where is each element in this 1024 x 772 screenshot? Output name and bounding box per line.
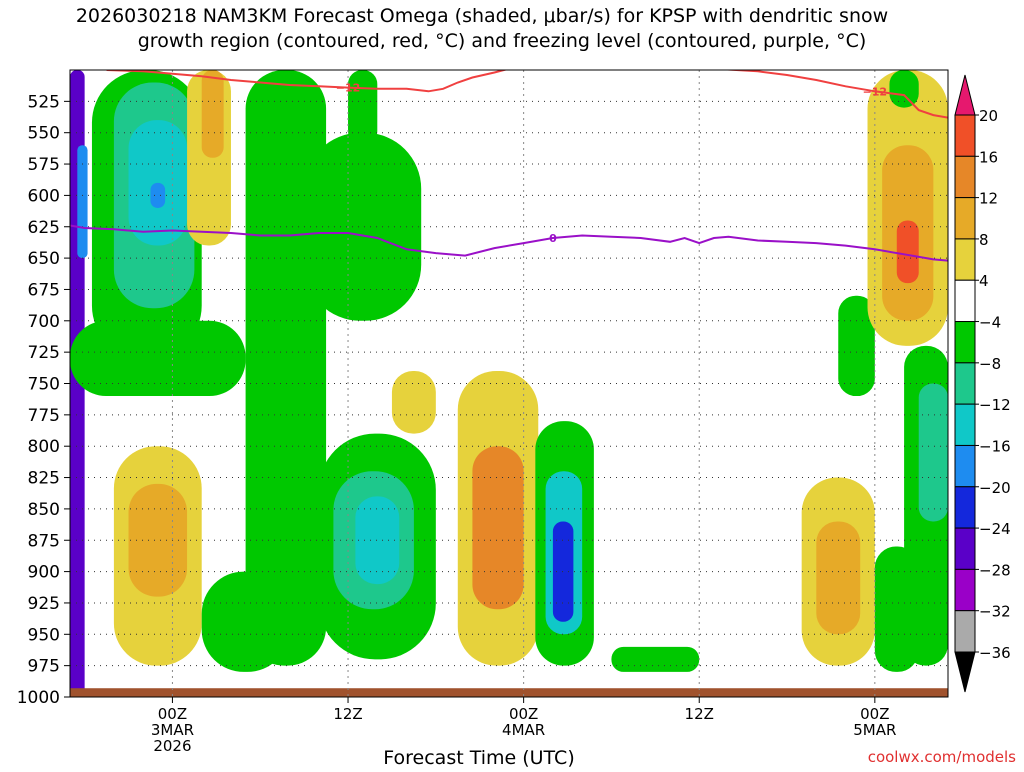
x-tick-label-30-0: 00Z: [509, 705, 538, 723]
omega-cell-26: [816, 521, 861, 635]
freezing-level-label-0: 0: [549, 232, 557, 245]
colorbar: 20 16 12 8 4 −4 −8 −12 −16 −20 −24 −28 −32 −36: [954, 74, 1011, 693]
omega-cell-14: [201, 571, 290, 672]
dgz-minus-12-label-0: −12: [336, 82, 361, 95]
y-tick-label-900: 900: [28, 563, 60, 583]
colorbar-label-2: 12: [979, 190, 998, 208]
credit-text: coolwx.com/models: [868, 748, 1016, 766]
dgz-minus-12-label-1: −12: [863, 85, 888, 98]
y-tick-label-875: 875: [28, 531, 60, 551]
colorbar-box-7: [954, 321, 976, 364]
y-tick-label-950: 950: [28, 625, 60, 645]
omega-cell-1: [77, 145, 88, 259]
x-tick-label-54-1: 5MAR: [853, 721, 896, 739]
omega-cell-32: [918, 383, 948, 522]
colorbar-box-0: [954, 610, 976, 653]
chart-title-line2: growth region (contoured, red, °C) and f…: [138, 30, 867, 52]
temperature-contours: 0 −12 −12: [70, 70, 948, 262]
colorbar-label-1: 16: [979, 148, 998, 166]
colorbar-box-4: [954, 444, 976, 488]
colorbar-box-3: [954, 486, 976, 529]
x-tick-label-54-0: 00Z: [860, 705, 889, 723]
y-tick-label-625: 625: [28, 218, 60, 238]
y-tick-label-750: 750: [28, 375, 60, 395]
y-tick-label-550: 550: [28, 124, 60, 144]
x-tick-label-6-2: 2026: [153, 737, 191, 755]
colorbar-label-5: −4: [979, 314, 1001, 332]
colorbar-label-6: −8: [979, 355, 1001, 373]
y-tick-label-650: 650: [28, 249, 60, 269]
colorbar-label-3: 8: [979, 231, 989, 249]
omega-cell-6: [70, 320, 246, 397]
y-tick-label-525: 525: [28, 92, 60, 112]
omega-cell-20: [472, 446, 524, 610]
x-tick-label-6-1: 3MAR: [151, 721, 194, 739]
omega-cell-5: [150, 182, 166, 208]
colorbar-over-triangle: [954, 74, 976, 116]
y-tick-label-600: 600: [28, 186, 60, 206]
colorbar-box-12: [954, 114, 976, 157]
x-tick-label-42-0: 12Z: [685, 705, 714, 723]
y-tick-label-825: 825: [28, 469, 60, 489]
freezing-level-line-0: [70, 224, 948, 262]
y-axis: 525 550 575 600 625 650 675 700 725 750 775 800 825 8…: [17, 92, 70, 708]
colorbar-label-13: −36: [979, 644, 1011, 662]
colorbar-box-6: [954, 362, 976, 405]
colorbar-under-triangle: [954, 651, 976, 693]
omega-cell-30: [896, 220, 919, 284]
x-tick-label-18-0: 12Z: [333, 705, 362, 723]
y-tick-label-775: 775: [28, 406, 60, 426]
chart-title-line1: 2026030218 NAM3KM Forecast Omega (shaded…: [76, 5, 888, 27]
omega-cell-27: [838, 295, 875, 397]
y-tick-label-925: 925: [28, 594, 60, 614]
colorbar-box-5: [954, 403, 976, 446]
y-tick-label-675: 675: [28, 280, 60, 300]
x-axis-label: Forecast Time (UTC): [383, 747, 574, 768]
colorbar-label-11: −28: [979, 561, 1011, 579]
colorbar-box-2: [954, 527, 976, 570]
omega-cell-10: [201, 70, 224, 158]
y-tick-label-700: 700: [28, 312, 60, 332]
y-tick-label-1000: 1000: [17, 688, 60, 708]
plot-area: 0 −12 −12: [70, 70, 948, 697]
colorbar-box-1: [954, 568, 976, 612]
colorbar-box-11: [954, 155, 976, 199]
gridlines: [70, 70, 948, 697]
colorbar-label-10: −24: [979, 520, 1011, 538]
colorbar-label-7: −12: [979, 396, 1011, 414]
colorbar-label-4: 4: [979, 272, 989, 290]
colorbar-label-8: −16: [979, 437, 1011, 455]
y-tick-label-800: 800: [28, 437, 60, 457]
colorbar-label-0: 20: [979, 107, 998, 125]
colorbar-label-12: −32: [979, 603, 1011, 621]
omega-cell-17: [355, 496, 400, 585]
omega-cell-33: [874, 546, 919, 672]
omega-cell-23: [552, 521, 574, 622]
y-tick-label-975: 975: [28, 657, 60, 677]
terrain-strip: [70, 688, 948, 697]
omega-cell-18: [391, 370, 436, 434]
y-tick-label-850: 850: [28, 500, 60, 520]
y-tick-label-575: 575: [28, 155, 60, 175]
y-tick-label-725: 725: [28, 343, 60, 363]
colorbar-box-8: [954, 279, 976, 323]
omega-cell-34: [889, 70, 919, 108]
colorbar-label-9: −20: [979, 479, 1011, 497]
dgz-minus-12-line-0: [106, 70, 508, 93]
colorbar-box-10: [954, 197, 976, 240]
dgz-minus-12-line-1: [718, 70, 948, 119]
omega-cell-24: [611, 646, 700, 672]
x-tick-label-6-0: 00Z: [158, 705, 187, 723]
omega-cell-12: [304, 132, 422, 321]
x-tick-label-30-1: 4MAR: [502, 721, 545, 739]
colorbar-box-9: [954, 238, 976, 281]
